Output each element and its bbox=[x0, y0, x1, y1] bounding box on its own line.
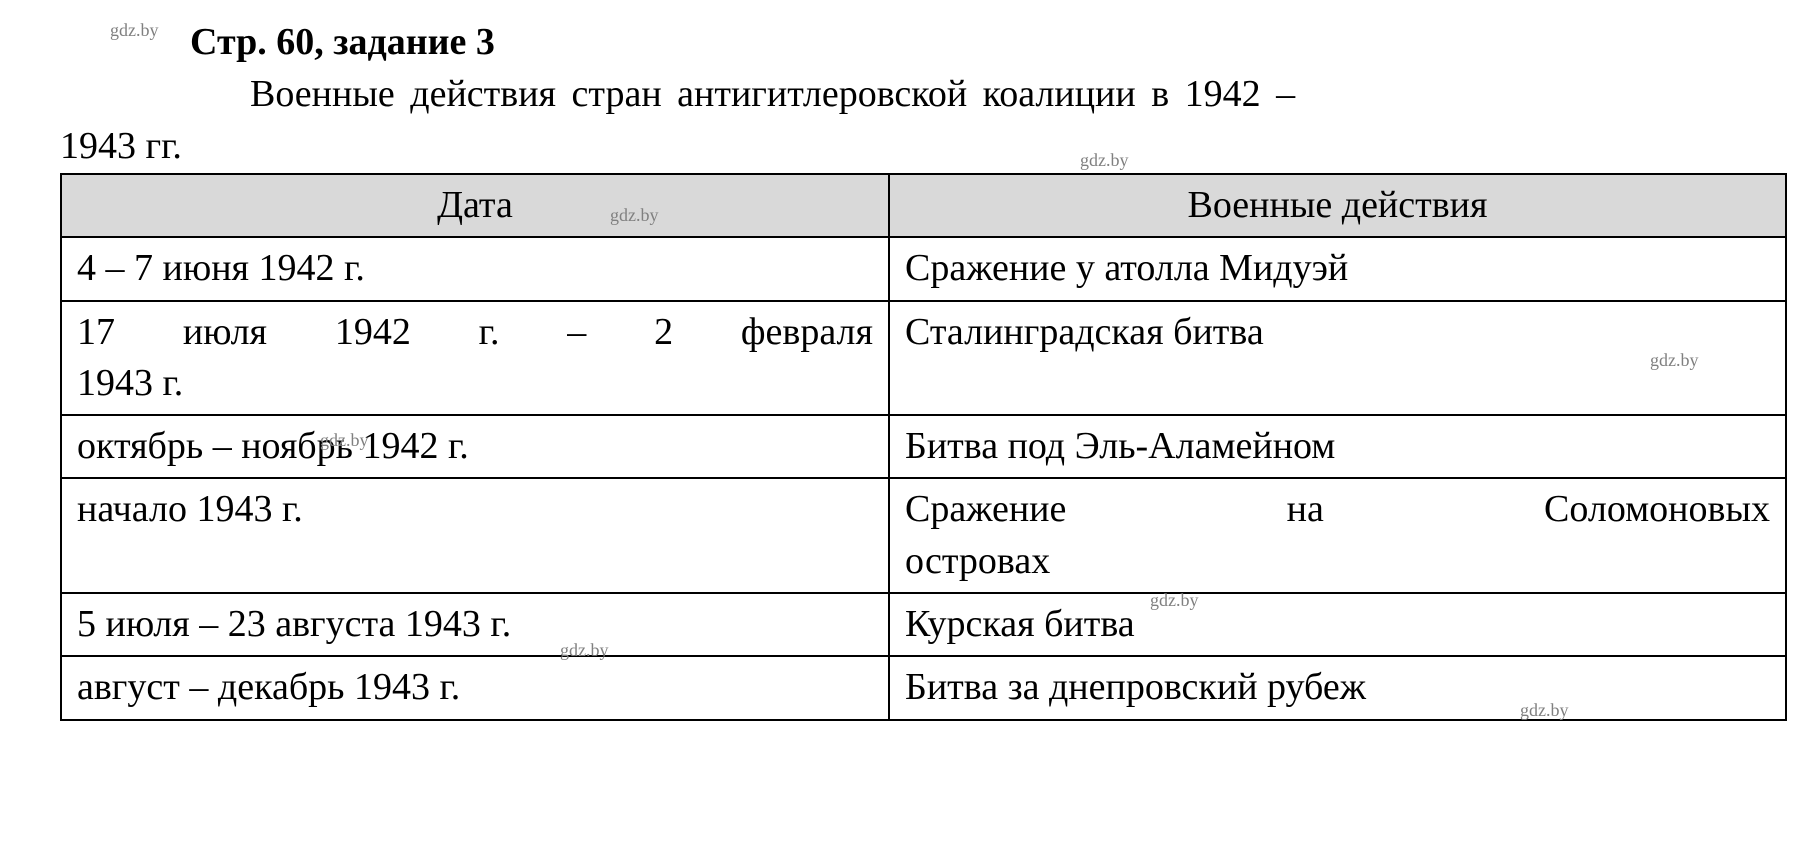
date-part: г. bbox=[479, 307, 500, 358]
page-title: Стр. 60, задание 3 bbox=[190, 20, 1787, 64]
action-part: на bbox=[1287, 484, 1324, 535]
table-header-row: Дата Военные действия bbox=[61, 174, 1786, 237]
header-section: Стр. 60, задание 3 Военные действия стра… bbox=[190, 20, 1787, 116]
cell-action: Курская битва bbox=[889, 593, 1786, 656]
table-row: октябрь – ноябрь 1942 г. Битва под Эль-А… bbox=[61, 415, 1786, 478]
cell-action: Сражение на Соломоновых островах bbox=[889, 478, 1786, 593]
cell-date: октябрь – ноябрь 1942 г. bbox=[61, 415, 889, 478]
date-part: – bbox=[567, 307, 586, 358]
column-header-action: Военные действия bbox=[889, 174, 1786, 237]
cell-date: 5 июля – 23 августа 1943 г. bbox=[61, 593, 889, 656]
table-row: август – декабрь 1943 г. Битва за днепро… bbox=[61, 656, 1786, 719]
table-row: 17 июля 1942 г. – 2 февраля 1943 г. Стал… bbox=[61, 301, 1786, 416]
cell-action: Сталинградская битва bbox=[889, 301, 1786, 416]
date-line-2: 1943 г. bbox=[77, 358, 873, 409]
subtitle-line-1: Военные действия стран антигитлеровской … bbox=[250, 72, 1787, 116]
date-part: 2 bbox=[654, 307, 673, 358]
action-line-2: островах bbox=[905, 536, 1770, 587]
column-header-date: Дата bbox=[61, 174, 889, 237]
events-table: Дата Военные действия 4 – 7 июня 1942 г.… bbox=[60, 173, 1787, 721]
date-part: февраля bbox=[741, 307, 873, 358]
cell-date: август – декабрь 1943 г. bbox=[61, 656, 889, 719]
cell-date: 17 июля 1942 г. – 2 февраля 1943 г. bbox=[61, 301, 889, 416]
action-part: Соломоновых bbox=[1544, 484, 1770, 535]
cell-action: Битва под Эль-Аламейном bbox=[889, 415, 1786, 478]
date-part: 17 bbox=[77, 307, 115, 358]
table-row: 4 – 7 июня 1942 г. Сражение у атолла Мид… bbox=[61, 237, 1786, 300]
subtitle-line-2: 1943 гг. bbox=[60, 124, 1787, 168]
table-row: начало 1943 г. Сражение на Соломоновых о… bbox=[61, 478, 1786, 593]
table-row: 5 июля – 23 августа 1943 г. Курская битв… bbox=[61, 593, 1786, 656]
action-part: Сражение bbox=[905, 484, 1066, 535]
watermark: gdz.by bbox=[110, 20, 159, 41]
date-part: июля bbox=[183, 307, 267, 358]
cell-action: Сражение у атолла Мидуэй bbox=[889, 237, 1786, 300]
date-part: 1942 bbox=[335, 307, 411, 358]
cell-date: начало 1943 г. bbox=[61, 478, 889, 593]
cell-action: Битва за днепровский рубеж bbox=[889, 656, 1786, 719]
cell-date: 4 – 7 июня 1942 г. bbox=[61, 237, 889, 300]
